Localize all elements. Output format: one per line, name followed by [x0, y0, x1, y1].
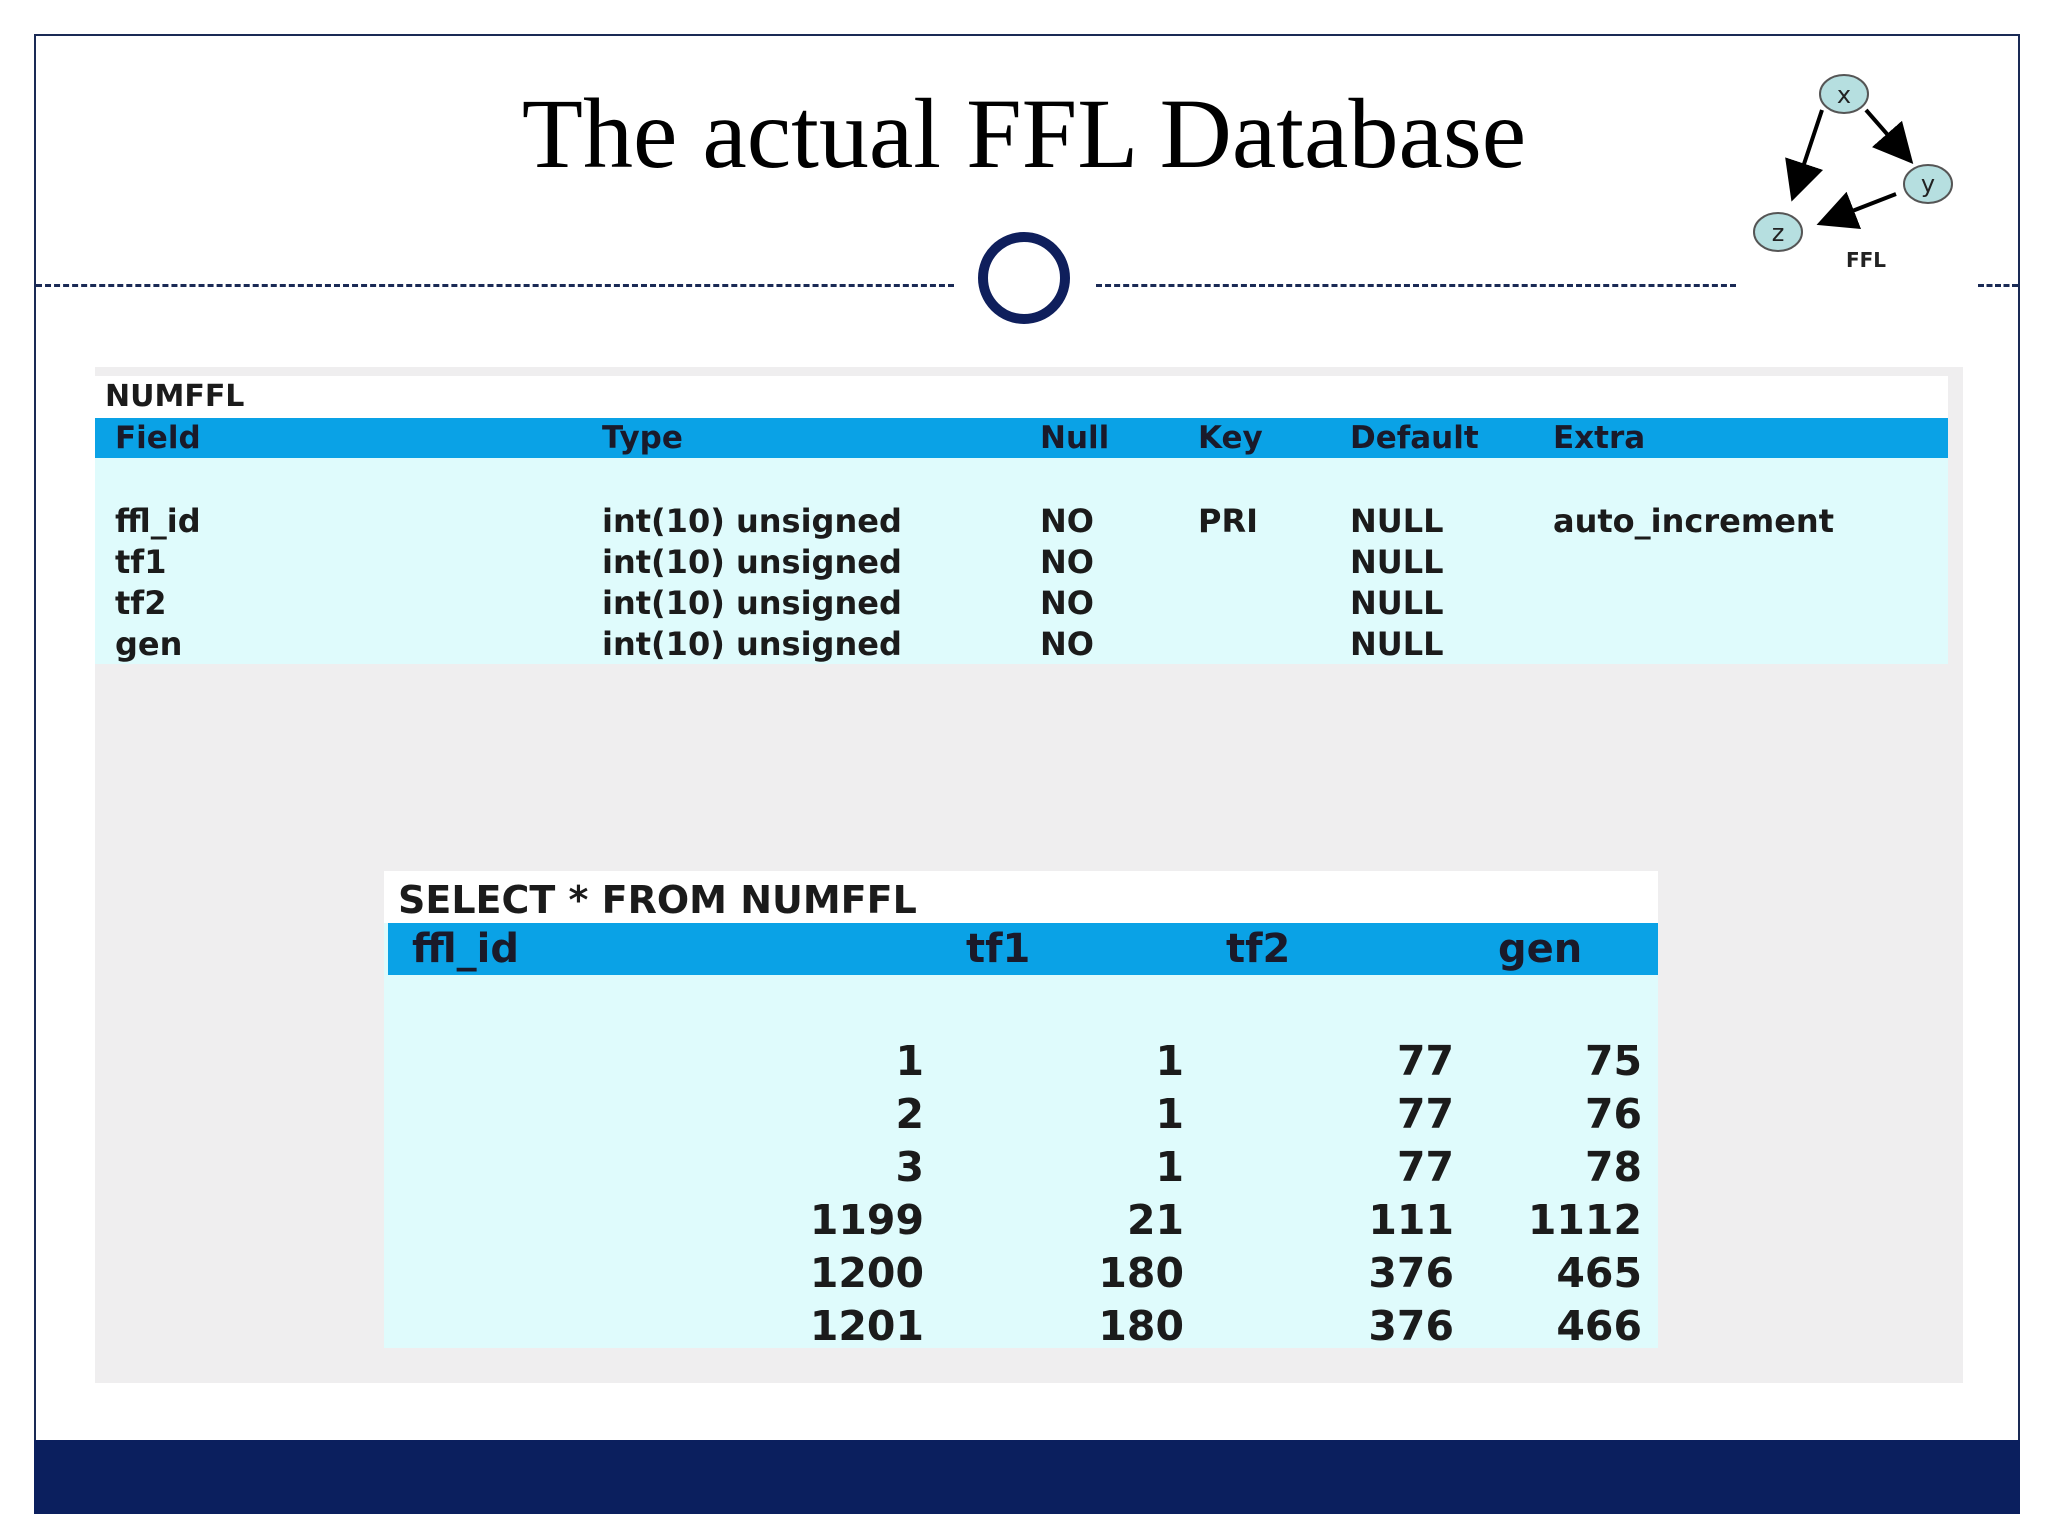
table-row: tf1 int(10) unsigned NO NULL [95, 542, 1948, 582]
schema-cell-null: NO [1040, 584, 1094, 622]
query-cell-ffl-id: 2 [895, 1090, 924, 1138]
table-row: 1200 180 376 465 [384, 1247, 1658, 1299]
node-y-label: y [1921, 170, 1935, 198]
page-title: The actual FFL Database [521, 78, 1527, 189]
schema-cell-type: int(10) unsigned [602, 543, 902, 581]
query-caption: SELECT * FROM NUMFFL [384, 871, 1658, 923]
query-header-row: ffl_id tf1 tf2 gen [388, 923, 1658, 975]
query-header-tf1: tf1 [966, 926, 1031, 972]
query-cell-ffl-id: 1 [895, 1037, 924, 1085]
circle-divider-icon [978, 232, 1070, 324]
node-z-circle [1753, 212, 1803, 252]
schema-cell-type: int(10) unsigned [602, 625, 902, 663]
query-cell-tf1: 180 [1098, 1249, 1184, 1297]
diagram-caption: FFL [1846, 248, 1886, 272]
query-header-tf2: tf2 [1226, 926, 1291, 972]
table-row: tf2 int(10) unsigned NO NULL [95, 583, 1948, 623]
schema-cell-field: tf1 [115, 543, 167, 581]
schema-cell-type: int(10) unsigned [602, 584, 902, 622]
schema-cell-null: NO [1040, 625, 1094, 663]
schema-cell-default: NULL [1350, 625, 1444, 663]
edge-x-z [1785, 109, 1824, 202]
schema-cell-field: gen [115, 625, 183, 663]
divider-right [1096, 284, 1736, 287]
divider-far-right [1978, 284, 2018, 287]
schema-cell-default: NULL [1350, 502, 1444, 540]
query-cell-tf2: 376 [1368, 1302, 1454, 1350]
query-cell-gen: 465 [1556, 1249, 1642, 1297]
schema-cell-type: int(10) unsigned [602, 502, 902, 540]
query-cell-tf1: 1 [1155, 1090, 1184, 1138]
query-cell-gen: 75 [1584, 1037, 1642, 1085]
ffl-motif-diagram: x y z FFL [1753, 74, 1953, 272]
schema-table: NUMFFL Field Type Null Key Default Extra… [95, 376, 1948, 664]
query-cell-ffl-id: 1200 [809, 1249, 924, 1297]
schema-header-default: Default [1350, 420, 1479, 456]
query-cell-ffl-id: 3 [895, 1143, 924, 1191]
query-cell-gen: 76 [1584, 1090, 1642, 1138]
schema-cell-null: NO [1040, 543, 1094, 581]
query-cell-ffl-id: 1201 [809, 1302, 924, 1350]
schema-cell-field: tf2 [115, 584, 167, 622]
query-header-ffl-id: ffl_id [412, 926, 519, 972]
schema-header-extra: Extra [1553, 420, 1646, 456]
table-row: 3 1 77 78 [384, 1141, 1658, 1193]
schema-table-caption: NUMFFL [95, 376, 1948, 418]
query-cell-tf1: 180 [1098, 1302, 1184, 1350]
schema-header-null: Null [1040, 420, 1110, 456]
query-cell-tf2: 77 [1396, 1090, 1454, 1138]
query-cell-tf1: 1 [1155, 1037, 1184, 1085]
schema-cell-default: NULL [1350, 584, 1444, 622]
schema-header-row: Field Type Null Key Default Extra [95, 418, 1948, 458]
query-result-table: SELECT * FROM NUMFFL ffl_id tf1 tf2 gen … [384, 871, 1658, 1350]
schema-cell-field: ffl_id [115, 502, 201, 540]
query-cell-tf2: 77 [1396, 1037, 1454, 1085]
query-header-gen: gen [1498, 926, 1583, 972]
query-cell-tf2: 77 [1396, 1143, 1454, 1191]
query-cell-gen: 78 [1584, 1143, 1642, 1191]
schema-cell-default: NULL [1350, 543, 1444, 581]
query-cell-gen: 1112 [1527, 1196, 1642, 1244]
table-row: gen int(10) unsigned NO NULL [95, 624, 1948, 664]
query-cell-ffl-id: 1199 [809, 1196, 924, 1244]
node-x-circle [1819, 74, 1869, 114]
edge-y-z [1816, 191, 1897, 230]
query-cell-tf2: 376 [1368, 1249, 1454, 1297]
schema-header-field: Field [115, 420, 201, 456]
node-z-label: z [1772, 219, 1785, 247]
node-x-label: x [1837, 81, 1851, 109]
table-row: 1199 21 111 1112 [384, 1194, 1658, 1246]
table-row: ffl_id int(10) unsigned NO PRI NULL auto… [95, 501, 1948, 541]
schema-header-key: Key [1198, 420, 1263, 456]
edge-x-y [1864, 108, 1914, 165]
schema-header-type: Type [602, 420, 683, 456]
table-row: 1 1 77 75 [384, 1035, 1658, 1087]
schema-cell-null: NO [1040, 502, 1094, 540]
query-cell-tf1: 1 [1155, 1143, 1184, 1191]
query-cell-tf2: 111 [1368, 1196, 1454, 1244]
schema-cell-key: PRI [1198, 502, 1258, 540]
divider-left [36, 284, 954, 287]
schema-cell-extra: auto_increment [1553, 502, 1834, 540]
table-row: 1201 180 376 466 [384, 1300, 1658, 1352]
footer-band [34, 1440, 2020, 1514]
table-row: 2 1 77 76 [384, 1088, 1658, 1140]
node-y-circle [1903, 164, 1953, 204]
query-cell-tf1: 21 [1126, 1196, 1184, 1244]
query-cell-gen: 466 [1556, 1302, 1642, 1350]
